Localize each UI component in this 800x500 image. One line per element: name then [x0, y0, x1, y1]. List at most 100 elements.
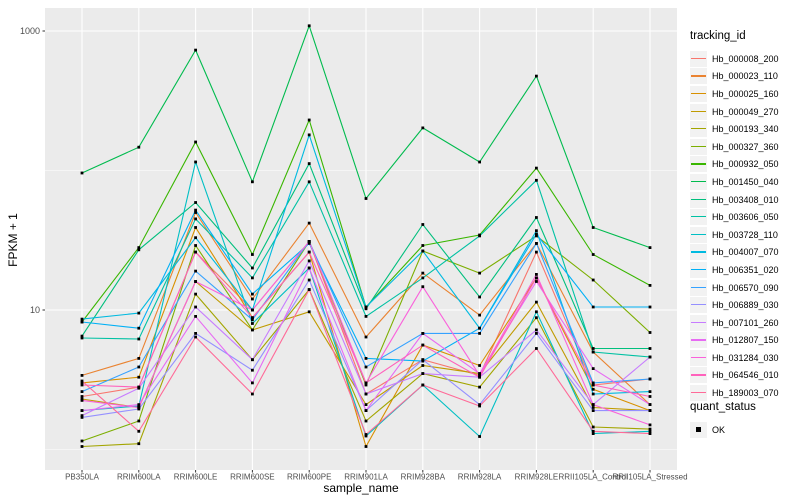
legend-line-swatch — [691, 356, 706, 359]
legend-key — [690, 421, 707, 438]
legend-key — [690, 261, 707, 278]
legend-line-swatch — [691, 198, 706, 200]
data-point — [137, 442, 141, 446]
data-point — [478, 404, 481, 408]
data-point — [307, 259, 311, 263]
x-tick-label: RRIM600LA — [117, 473, 161, 482]
data-point — [194, 244, 197, 247]
data-point — [648, 427, 652, 431]
x-tick-label: RRIM600PE — [287, 473, 331, 482]
legend-item-label: Hb_004007_070 — [712, 247, 779, 258]
legend-key — [690, 121, 707, 138]
data-point — [251, 322, 254, 325]
data-point — [478, 374, 481, 377]
y-tick-label: 10 — [30, 305, 40, 315]
data-point — [364, 434, 368, 438]
data-point — [478, 313, 481, 317]
data-point — [307, 242, 311, 245]
data-point — [137, 248, 141, 252]
data-point — [364, 307, 368, 311]
data-point — [80, 399, 84, 402]
data-point — [194, 48, 197, 52]
data-point — [194, 140, 197, 144]
data-point — [137, 375, 141, 379]
data-point — [648, 403, 652, 406]
data-point — [591, 305, 595, 309]
data-point — [535, 328, 538, 332]
data-point — [194, 217, 197, 221]
data-point — [251, 276, 254, 280]
data-point — [194, 280, 197, 283]
data-point — [421, 359, 425, 363]
data-point — [535, 300, 538, 304]
data-point — [478, 332, 481, 335]
legend-item: Hb_004007_070 — [690, 244, 779, 262]
data-point — [307, 250, 311, 254]
legend-line-swatch — [691, 92, 706, 95]
data-point — [137, 357, 141, 360]
legend-key — [690, 103, 707, 120]
data-point — [478, 372, 481, 375]
legend-item: Hb_006351_020 — [690, 261, 779, 279]
data-point — [364, 445, 368, 448]
legend-item: Hb_000023_110 — [690, 68, 779, 86]
legend-key — [690, 138, 707, 155]
x-axis-title: sample_name — [323, 481, 399, 495]
legend-key — [690, 279, 707, 296]
data-point — [591, 347, 595, 350]
black-square-point-icon — [696, 427, 701, 432]
data-point — [648, 331, 652, 334]
data-point — [591, 226, 595, 229]
data-point — [307, 288, 311, 291]
legend-item-label: Hb_006351_020 — [712, 264, 779, 275]
legend-item: Hb_006889_030 — [690, 296, 779, 314]
legend-key — [690, 156, 707, 173]
data-point — [80, 171, 84, 175]
data-point — [194, 315, 197, 318]
data-point — [194, 160, 197, 164]
data-point — [478, 375, 481, 379]
data-point — [137, 429, 141, 433]
data-point — [137, 337, 141, 341]
data-point — [80, 334, 84, 338]
legend-item-label: Hb_003728_110 — [712, 229, 778, 240]
y-axis-title: FPKM + 1 — [6, 213, 20, 267]
data-point — [421, 223, 425, 226]
legend-item-label: Hb_007101_260 — [712, 317, 779, 328]
legend-key — [690, 349, 707, 366]
data-point — [137, 403, 141, 406]
data-point — [535, 332, 538, 335]
data-point — [251, 392, 254, 396]
data-point — [194, 208, 197, 212]
data-point — [364, 409, 368, 412]
legend-item: Hb_000025_160 — [690, 85, 779, 103]
y-tick-label: 1000 — [20, 26, 40, 36]
legend-item-label: Hb_000327_360 — [712, 141, 779, 152]
data-point — [137, 385, 141, 389]
data-point — [478, 326, 481, 330]
legend-key — [690, 244, 707, 261]
data-point — [194, 335, 197, 339]
data-point — [478, 271, 481, 275]
legend-item: Hb_000327_360 — [690, 138, 779, 156]
data-point — [421, 383, 425, 387]
data-point — [478, 295, 481, 299]
data-point — [535, 273, 538, 276]
data-point — [251, 180, 254, 184]
data-point — [80, 414, 84, 417]
data-point — [648, 409, 652, 412]
legend-item: Hb_007101_260 — [690, 314, 779, 332]
data-point — [137, 326, 141, 330]
data-point — [364, 197, 368, 200]
legend-key — [690, 85, 707, 102]
data-point — [137, 365, 141, 369]
data-point — [421, 358, 425, 362]
data-point — [591, 392, 595, 396]
data-point — [80, 317, 84, 321]
legend-item-label: Hb_000932_050 — [712, 159, 779, 170]
data-point — [535, 280, 538, 283]
data-point — [194, 226, 197, 229]
data-point — [364, 305, 368, 309]
data-point — [478, 364, 481, 367]
